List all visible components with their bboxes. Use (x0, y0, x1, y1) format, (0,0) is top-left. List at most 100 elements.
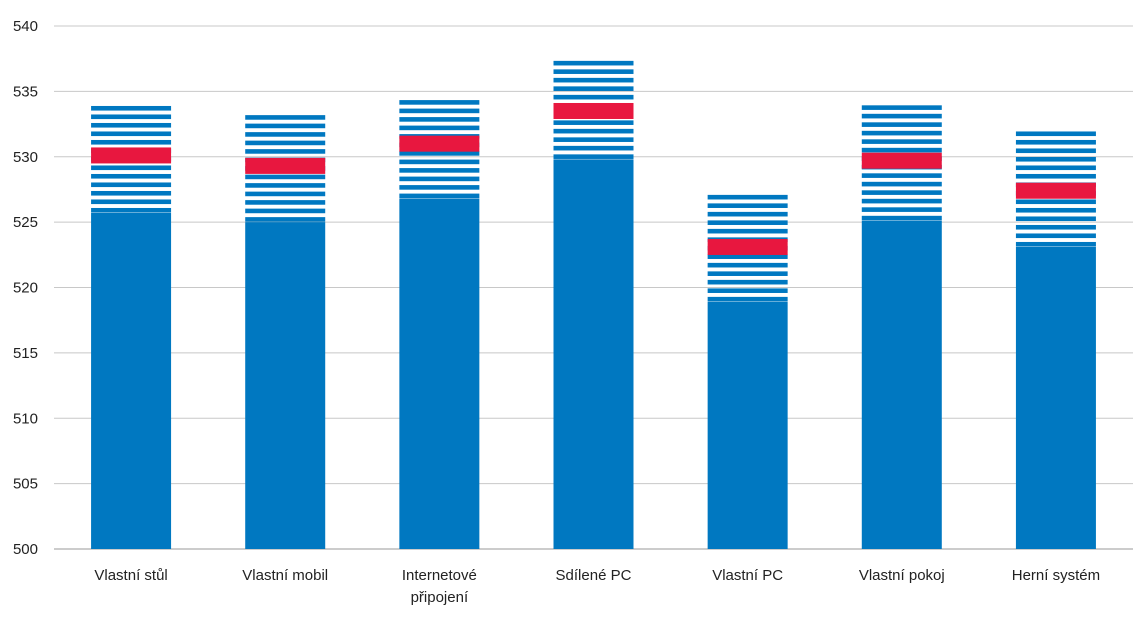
bar-stripe (861, 122, 942, 127)
bar-stripe (399, 193, 480, 199)
bar-stripe (707, 254, 788, 259)
bar-stripe (553, 145, 634, 151)
bar-stripe (707, 288, 788, 293)
y-tick-label: 505 (13, 476, 38, 493)
bar-stripe (1015, 156, 1096, 162)
bar-stripe (91, 199, 172, 205)
bar-stripe (1015, 173, 1096, 179)
bar-group (245, 115, 326, 549)
bar-solid (707, 301, 788, 549)
bar-stripe (861, 207, 942, 212)
bar-solid (861, 220, 942, 549)
bar-stripe (553, 137, 634, 142)
bar-marker (553, 102, 634, 119)
bar-solid (553, 159, 634, 550)
bar-stripe (91, 182, 172, 188)
bar-group (91, 105, 172, 549)
bar-marker (399, 135, 480, 152)
y-tick-label: 500 (13, 541, 38, 558)
bar-stripe (707, 203, 788, 208)
bar-stripe (1015, 148, 1096, 154)
bar-stripe (1015, 233, 1096, 239)
bar-marker (861, 152, 942, 169)
bar-stripe (707, 228, 788, 234)
bar-group (399, 100, 480, 549)
y-tick-label: 540 (13, 18, 38, 35)
x-tick-label: Vlastní mobil (242, 567, 328, 584)
bar-stripe (245, 132, 326, 137)
x-tick-label-line: Vlastní mobil (242, 567, 328, 584)
bar-stripe (245, 140, 326, 146)
bar-stripe (861, 147, 942, 153)
x-tick-label-line: Sdílené PC (556, 567, 632, 584)
bar-group (707, 194, 788, 549)
bar-stripe (861, 198, 942, 204)
x-tick-label-line: připojení (411, 589, 469, 606)
bar-stripe (553, 154, 634, 159)
bar-stripe (1015, 241, 1096, 247)
bar-stripe (1015, 207, 1096, 213)
bar-stripe (861, 113, 942, 119)
x-axis: Vlastní stůl Vlastní mobil Internetové přip… (94, 567, 1100, 606)
bar-stripe (1015, 139, 1096, 145)
bar-stripe (707, 211, 788, 217)
bar-stripe (399, 168, 480, 173)
bar-stripe (861, 181, 942, 187)
bar-stripe (91, 190, 172, 196)
bar-stripe (707, 194, 788, 200)
bars (91, 60, 1096, 550)
bar-stripe (91, 207, 172, 213)
bar-stripe (91, 139, 172, 145)
bar-stripe (861, 190, 942, 195)
y-tick-label: 535 (13, 83, 38, 100)
bar-group (861, 105, 942, 549)
bar-stripe (707, 279, 788, 285)
bar-stripe (707, 262, 788, 268)
bar-stripe (861, 139, 942, 144)
bar-stripe (91, 114, 172, 120)
bar-stripe (399, 185, 480, 190)
bar-stripe (91, 165, 172, 171)
bar-stripe (861, 105, 942, 110)
bar-stripe (553, 94, 634, 100)
bar-marker (1015, 182, 1096, 199)
bar-stripe (707, 296, 788, 302)
bar-stripe (399, 117, 480, 122)
bar-group (553, 60, 634, 550)
bar-marker (707, 238, 788, 255)
x-tick-label: Vlastní PC (712, 567, 783, 584)
bar-stripe (707, 220, 788, 225)
bar-stripe (399, 151, 480, 156)
bar-stripe (553, 69, 634, 74)
x-tick-label: Vlastní stůl (94, 567, 167, 584)
bar-solid (91, 212, 172, 549)
bar-stripe (245, 200, 326, 205)
bar-stripe (1015, 216, 1096, 222)
bar-marker (245, 157, 326, 174)
bar-stripe (399, 100, 480, 105)
x-tick-label: Herní systém (1012, 567, 1100, 584)
y-tick-label: 510 (13, 410, 38, 427)
bar-stripe (245, 183, 326, 188)
bar-group (1015, 131, 1096, 549)
y-axis: 500 505 510 515 520 525 530 535 540 (13, 18, 38, 558)
bar-stripe (91, 105, 172, 111)
bar-stripe (861, 173, 942, 178)
bar-stripe (861, 215, 942, 221)
bar-stripe (553, 86, 634, 91)
bar-stripe (399, 176, 480, 182)
bar-stripe (91, 122, 172, 128)
bar-stripe (399, 125, 480, 131)
bar-stripe (1015, 131, 1096, 137)
bar-stripe (245, 123, 326, 129)
x-tick-label: Internetové připojení (402, 567, 477, 606)
bar-stripe (707, 271, 788, 276)
bar-stripe (245, 149, 326, 154)
x-tick-label-line: Internetové (402, 567, 477, 584)
bar-stripe (399, 159, 480, 165)
x-tick-label-line: Herní systém (1012, 567, 1100, 584)
x-tick-label-line: Vlastní stůl (94, 567, 167, 584)
bar-stripe (245, 115, 326, 120)
bar-stripe (245, 217, 326, 222)
